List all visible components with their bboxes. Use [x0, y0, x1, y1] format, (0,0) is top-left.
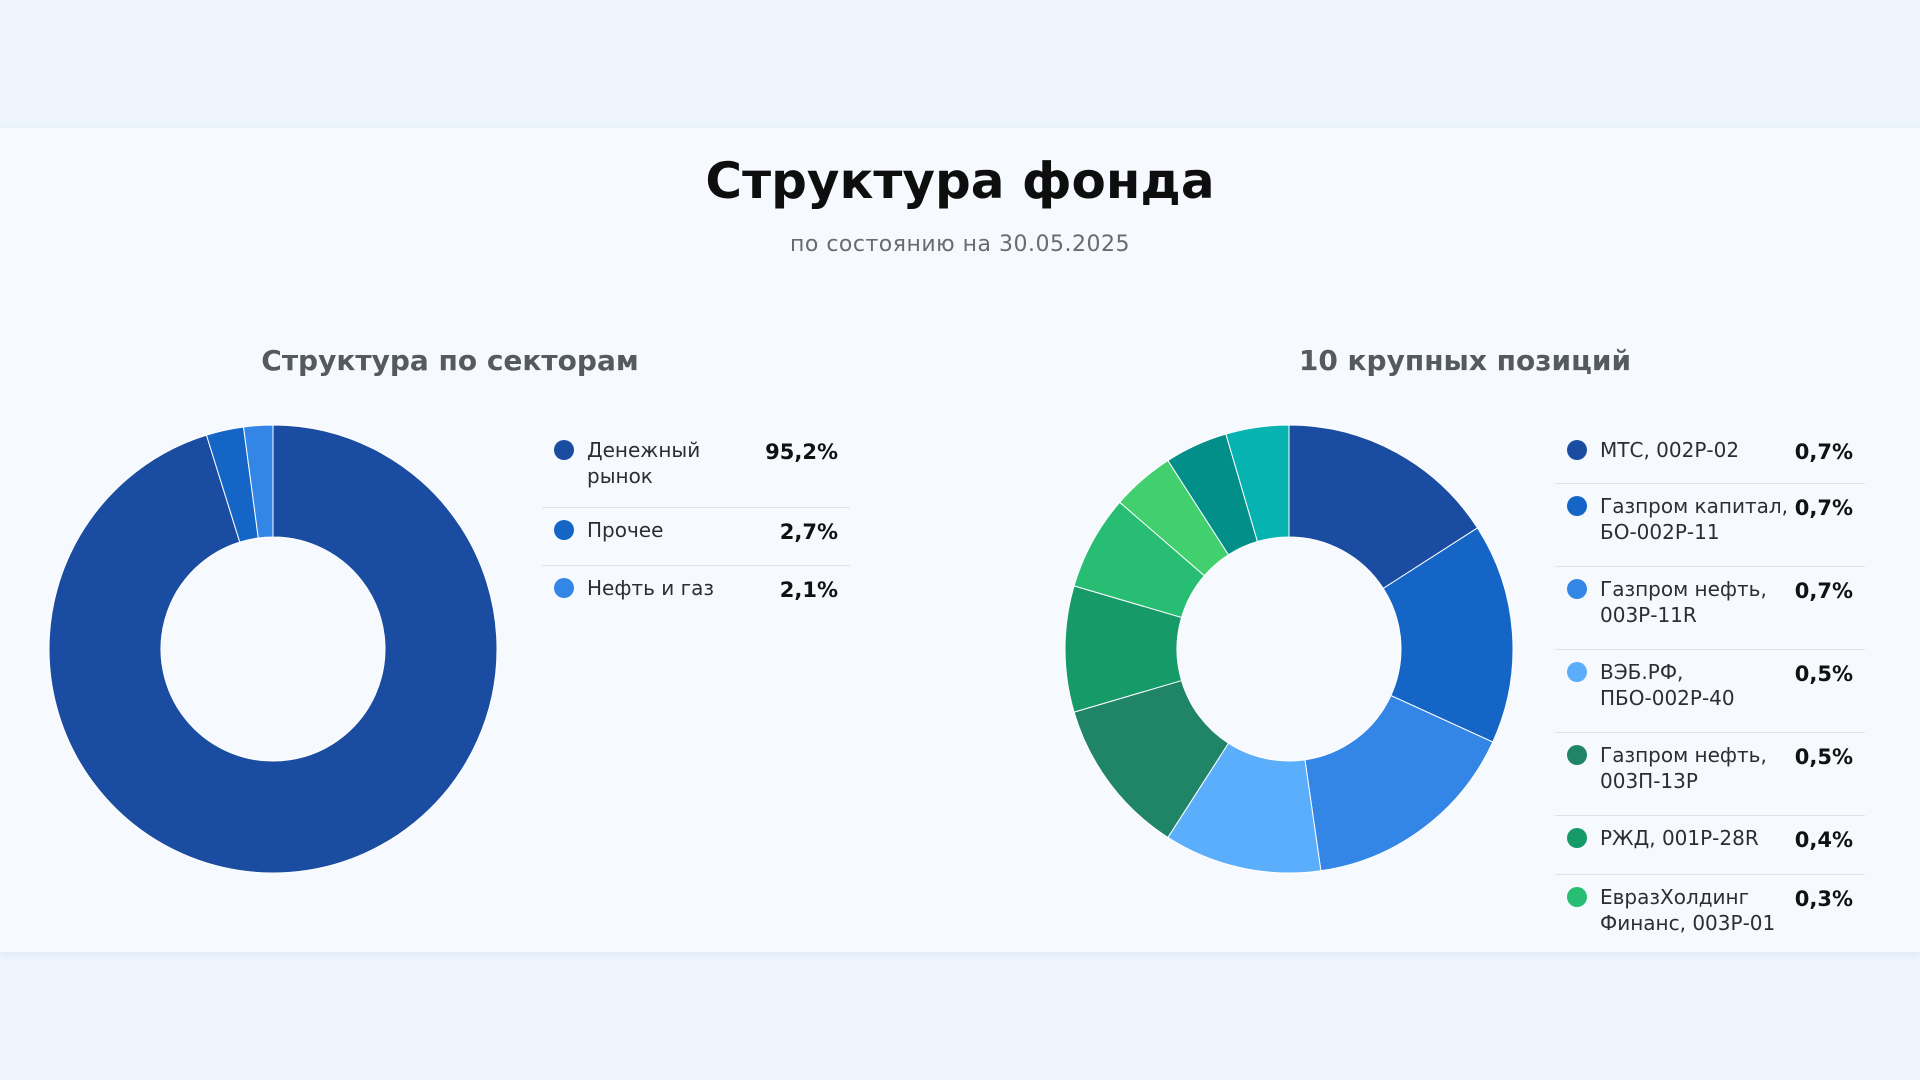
sectors-legend: Денежный рынок 95,2% Прочее 2,7% Нефть и газ…	[542, 428, 850, 624]
legend-color-dot	[554, 578, 574, 598]
legend-value: 0,7%	[1794, 440, 1853, 464]
page-subtitle: по состоянию на 30.05.2025	[789, 232, 1130, 257]
sectors-donut-chart	[48, 424, 498, 874]
sectors-chart-title: Структура по секторам	[261, 344, 639, 377]
legend-value: 0,4%	[1794, 828, 1853, 852]
top-positions-slice-2[interactable]	[1382, 527, 1514, 743]
legend-value: 95,2%	[765, 440, 838, 464]
sectors-legend-item[interactable]: Денежный рынок 95,2%	[542, 428, 850, 508]
top-positions-slice-10[interactable]	[1225, 424, 1290, 543]
legend-color-dot	[1567, 440, 1587, 460]
top-positions-legend: МТС, 002Р-02 0,7% Газпром капитал, БО-002Р…	[1555, 428, 1865, 955]
top-positions-legend-item[interactable]: МТС, 002Р-02 0,7%	[1555, 428, 1865, 484]
top-positions-legend-item[interactable]: Газпром нефть, 003Р-11R 0,7%	[1555, 567, 1865, 650]
legend-label: Газпром нефть, 003П-13Р	[1600, 743, 1767, 793]
legend-color-dot	[1567, 887, 1587, 907]
top-positions-legend-item[interactable]: ВЭБ.РФ, ПБО-002Р-40 0,5%	[1555, 650, 1865, 733]
legend-label: Газпром нефть, 003Р-11R	[1600, 577, 1767, 627]
legend-value: 0,3%	[1794, 887, 1853, 911]
legend-value: 0,5%	[1794, 662, 1853, 686]
top-positions-legend-item[interactable]: Газпром нефть, 003П-13Р 0,5%	[1555, 733, 1865, 816]
legend-color-dot	[1567, 662, 1587, 682]
legend-color-dot	[1567, 579, 1587, 599]
sectors-legend-item[interactable]: Нефть и газ 2,1%	[542, 566, 850, 624]
legend-value: 0,7%	[1794, 579, 1853, 603]
legend-label: Прочее	[587, 518, 664, 542]
legend-value: 2,7%	[779, 520, 838, 544]
legend-label: ВЭБ.РФ, ПБО-002Р-40	[1600, 660, 1735, 710]
legend-value: 0,5%	[1794, 745, 1853, 769]
top-positions-legend-item[interactable]: Газпром капитал, БО-002Р-11 0,7%	[1555, 484, 1865, 567]
sectors-slice-1[interactable]	[48, 424, 498, 874]
legend-label: Нефть и газ	[587, 576, 714, 600]
sectors-slice-3[interactable]	[242, 424, 274, 539]
legend-label: Газпром капитал, БО-002Р-11	[1600, 494, 1788, 544]
legend-color-dot	[1567, 745, 1587, 765]
legend-color-dot	[554, 520, 574, 540]
legend-label: ЕвразХолдинг Финанс, 003Р-01	[1600, 885, 1776, 935]
top-positions-slice-3[interactable]	[1304, 694, 1494, 872]
legend-color-dot	[554, 440, 574, 460]
top-positions-donut-chart	[1064, 424, 1514, 874]
legend-color-dot	[1567, 496, 1587, 516]
legend-color-dot	[1567, 828, 1587, 848]
top-positions-chart-title: 10 крупных позиций	[1298, 344, 1632, 377]
legend-label: МТС, 002Р-02	[1600, 438, 1740, 462]
top-positions-legend-item[interactable]: РЖД, 001Р-28R 0,4%	[1555, 816, 1865, 875]
legend-label: Денежный рынок	[587, 438, 701, 488]
legend-value: 2,1%	[779, 578, 838, 602]
top-positions-slice-1[interactable]	[1288, 424, 1479, 590]
sectors-legend-item[interactable]: Прочее 2,7%	[542, 508, 850, 566]
page-title: Структура фонда	[705, 152, 1215, 210]
legend-value: 0,7%	[1794, 496, 1853, 520]
top-positions-legend-item[interactable]: ЕвразХолдинг Финанс, 003Р-01 0,3%	[1555, 875, 1865, 955]
legend-label: РЖД, 001Р-28R	[1600, 826, 1759, 850]
